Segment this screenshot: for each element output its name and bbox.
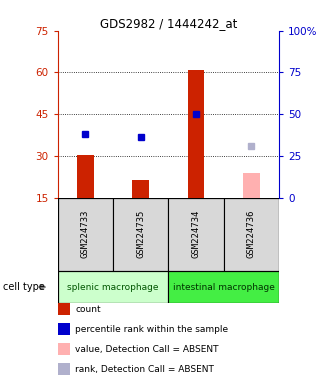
Bar bbox=[58, 271, 168, 303]
Bar bbox=[58, 198, 113, 271]
Text: count: count bbox=[75, 305, 101, 314]
Text: value, Detection Call = ABSENT: value, Detection Call = ABSENT bbox=[75, 344, 219, 354]
Text: GSM224735: GSM224735 bbox=[136, 210, 145, 258]
Bar bbox=[132, 180, 149, 198]
Text: percentile rank within the sample: percentile rank within the sample bbox=[75, 324, 228, 334]
Bar bbox=[223, 198, 279, 271]
Bar bbox=[113, 198, 168, 271]
Bar bbox=[168, 271, 279, 303]
Title: GDS2982 / 1444242_at: GDS2982 / 1444242_at bbox=[100, 17, 237, 30]
Bar bbox=[77, 155, 94, 198]
Text: GSM224736: GSM224736 bbox=[247, 210, 256, 258]
Text: GSM224733: GSM224733 bbox=[81, 210, 90, 258]
Text: intestinal macrophage: intestinal macrophage bbox=[173, 283, 275, 291]
Text: GSM224734: GSM224734 bbox=[191, 210, 200, 258]
Text: cell type: cell type bbox=[3, 282, 45, 292]
Text: rank, Detection Call = ABSENT: rank, Detection Call = ABSENT bbox=[75, 364, 214, 374]
Bar bbox=[168, 198, 224, 271]
Bar bbox=[243, 173, 259, 198]
Bar bbox=[188, 70, 204, 198]
Text: splenic macrophage: splenic macrophage bbox=[67, 283, 159, 291]
